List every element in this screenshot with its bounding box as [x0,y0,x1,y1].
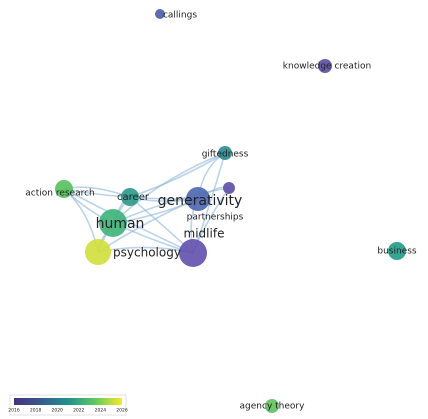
node-label: psychology [113,246,181,260]
node [265,399,279,413]
node-label: agency theory [240,402,306,412]
node-label: business [377,247,417,257]
node-label: knowledge creation [283,62,371,72]
node [121,188,139,206]
node [186,187,210,211]
node [223,182,235,194]
node [155,9,165,19]
node-label: human [96,216,145,232]
edge [129,152,226,198]
legend: 2016 2018 2020 2022 2024 2026 [8,394,128,416]
node-label: callings [163,11,197,21]
node-label: partnerships [187,213,244,223]
legend-tick-label: 2020 [51,408,63,414]
edge [112,187,230,224]
edge [63,188,194,254]
node [218,146,232,160]
node [179,239,207,267]
node [388,242,406,260]
node-label: generativity [158,193,243,209]
node-label: giftedness [202,150,249,160]
color-bar [14,398,122,405]
legend-tick-label: 2018 [30,408,42,414]
node [55,180,73,198]
nodes: callings knowledge creation giftedness acti… [25,9,417,413]
legend-tick-label: 2022 [73,408,85,414]
legend-tick-label: 2016 [8,408,20,414]
node-label: action research [25,189,95,199]
node [85,239,111,265]
node [99,209,127,237]
legend-tick-label: 2024 [95,408,107,414]
legend-tick-label: 2026 [116,408,128,414]
node [318,59,332,73]
node-label: midlife [184,227,225,241]
node-label: career [117,192,150,203]
